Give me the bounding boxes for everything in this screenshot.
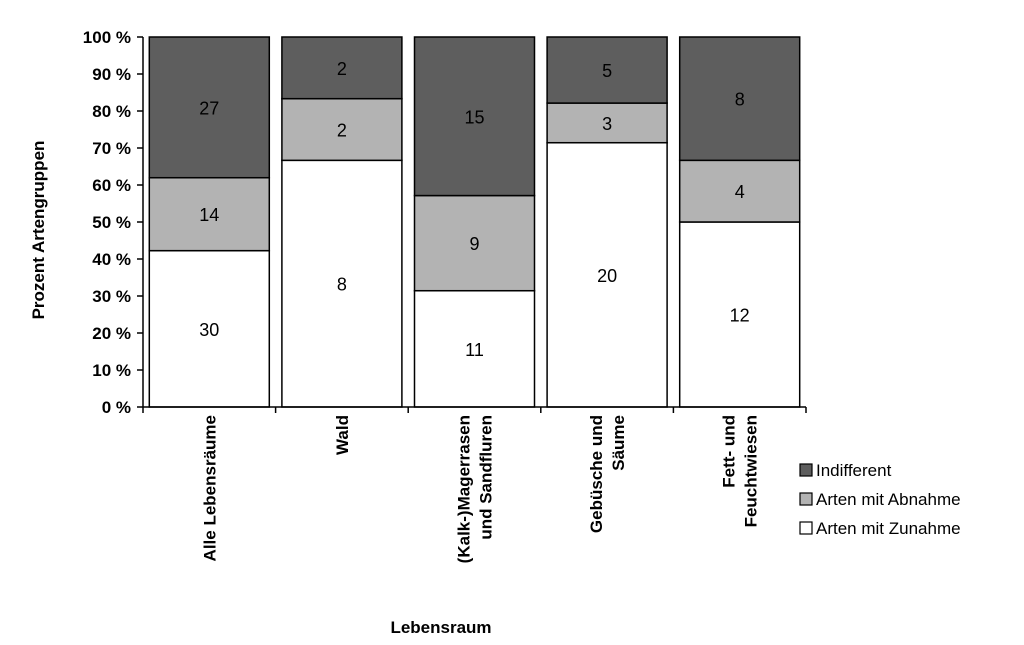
x-tick-label-line: Säume [609, 415, 628, 471]
x-axis: Alle Lebensräume Wald (Kalk-)Magerrasen und… [142, 406, 807, 563]
legend-swatch [799, 463, 813, 477]
bars-group: 30 14 27 8 2 2 11 9 15 20 3 5 12 4 8 [148, 36, 801, 408]
bar-segment [148, 36, 271, 179]
data-label: 3 [602, 114, 612, 134]
y-tick-label: 0 % [102, 398, 131, 417]
data-label: 2 [337, 59, 347, 79]
y-axis-title: Prozent Artengruppen [29, 141, 48, 320]
x-axis-title: Lebensraum [390, 618, 491, 637]
x-tick-label-line: Alle Lebensräume [200, 415, 219, 561]
x-tick-label: Wald [333, 415, 352, 455]
legend-label: Indifferent [816, 461, 892, 480]
bar-segment [546, 36, 668, 104]
legend-swatch [799, 521, 813, 535]
x-tick-label: Fett- und Feuchtwiesen [720, 415, 761, 527]
legend-swatch [799, 492, 813, 506]
y-tick-label: 40 % [92, 250, 131, 269]
x-tick-label-line: (Kalk-)Magerrasen [455, 415, 474, 563]
legend-label: Arten mit Zunahme [816, 519, 961, 538]
bar-segment [546, 102, 668, 144]
data-label: 30 [199, 320, 219, 340]
y-tick-label: 70 % [92, 139, 131, 158]
y-axis: 0 % 10 % 20 % 30 % 40 % 50 % 60 % 70 % 80 % 90 % 1… [83, 28, 144, 417]
y-tick-label: 90 % [92, 65, 131, 84]
legend-label: Arten mit Abnahme [816, 490, 961, 509]
data-label: 5 [602, 61, 612, 81]
x-tick-label: Gebüsche und Säume [587, 415, 628, 533]
y-tick-label: 80 % [92, 102, 131, 121]
bar-segment [678, 221, 801, 408]
bar-segment [678, 36, 801, 162]
bar-segment [281, 97, 403, 162]
x-tick-label: Alle Lebensräume [200, 415, 219, 561]
y-tick-label: 50 % [92, 213, 131, 232]
x-tick-label: (Kalk-)Magerrasen und Sandfluren [455, 415, 496, 563]
x-tick-label-line: Wald [333, 415, 352, 455]
data-label: 14 [199, 205, 219, 225]
data-label: 27 [199, 98, 219, 118]
y-tick-label: 10 % [92, 361, 131, 380]
data-label: 11 [465, 340, 484, 360]
legend: Indifferent Arten mit Abnahme Arten mit Zu… [799, 461, 961, 538]
bar-segment [148, 249, 271, 408]
bar-segment [413, 194, 536, 292]
bar-segment [148, 176, 271, 252]
bar-segment [413, 36, 536, 197]
x-tick-label-line: Gebüsche und [587, 415, 606, 533]
x-tick-label-line: Feuchtwiesen [742, 415, 761, 527]
y-tick-label: 60 % [92, 176, 131, 195]
y-tick-label: 30 % [92, 287, 131, 306]
data-label: 20 [597, 266, 617, 286]
x-tick-label-line: und Sandfluren [477, 415, 496, 540]
data-label: 15 [464, 107, 484, 127]
data-label: 8 [735, 90, 745, 110]
x-tick-label-line: Fett- und [720, 415, 739, 488]
bar-segment [281, 36, 403, 100]
data-label: 2 [337, 121, 347, 141]
bar-segment [546, 141, 668, 408]
data-label: 8 [337, 275, 347, 295]
data-label: 9 [469, 234, 479, 254]
y-tick-label: 20 % [92, 324, 131, 343]
y-tick-label: 100 % [83, 28, 131, 47]
bar-segment [281, 159, 403, 408]
data-label: 4 [735, 182, 745, 202]
data-label: 12 [730, 306, 750, 326]
